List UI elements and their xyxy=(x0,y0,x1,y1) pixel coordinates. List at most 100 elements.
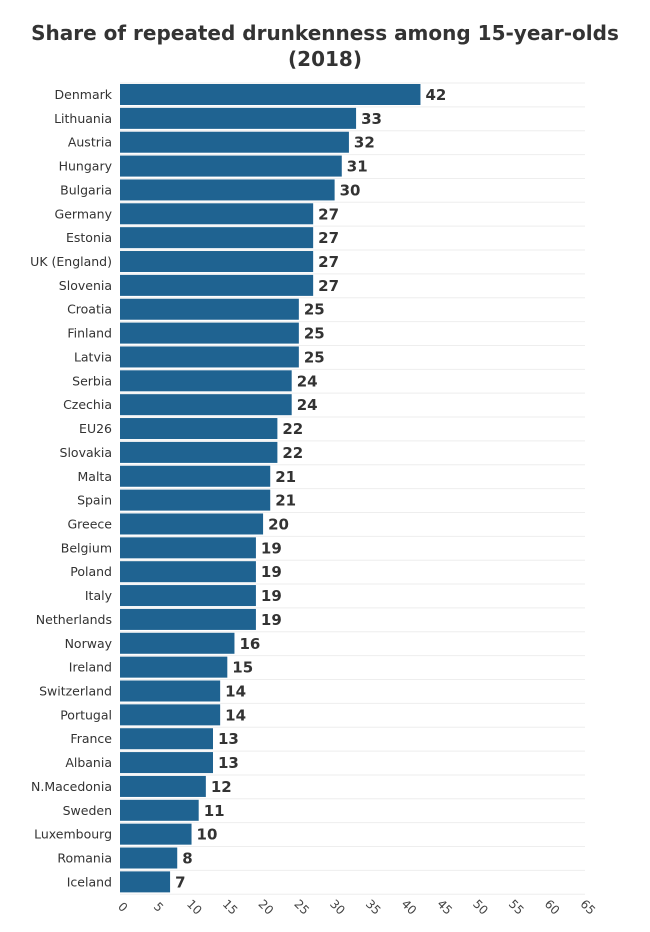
bar xyxy=(120,298,299,320)
bar xyxy=(120,775,206,797)
category-label: Lithuania xyxy=(54,111,112,126)
value-label: 42 xyxy=(425,86,446,104)
category-label: Portugal xyxy=(60,707,112,722)
category-label: Switzerland xyxy=(39,684,112,699)
category-label: UK (England) xyxy=(30,254,112,269)
bar xyxy=(120,513,264,535)
category-label: Serbia xyxy=(72,373,112,388)
value-label: 19 xyxy=(261,563,282,581)
value-label: 30 xyxy=(340,181,361,199)
value-label: 24 xyxy=(297,372,318,390)
bar xyxy=(120,656,228,678)
bar xyxy=(120,799,199,821)
category-label: Greece xyxy=(68,516,113,531)
category-label: Finland xyxy=(67,326,112,341)
category-label: Latvia xyxy=(74,349,112,364)
category-label: Luxembourg xyxy=(34,827,112,842)
value-label: 27 xyxy=(318,253,339,271)
bar xyxy=(120,561,256,583)
value-label: 14 xyxy=(225,683,246,701)
value-label: 13 xyxy=(218,754,239,772)
value-label: 25 xyxy=(304,325,325,343)
x-tick-label: 25 xyxy=(291,897,312,918)
value-label: 19 xyxy=(261,539,282,557)
bar xyxy=(120,322,299,344)
category-label: Denmark xyxy=(55,87,113,102)
category-label: Albania xyxy=(65,755,112,770)
bar xyxy=(120,847,178,869)
value-label: 24 xyxy=(297,396,318,414)
bar xyxy=(120,823,192,845)
category-label: Ireland xyxy=(69,660,112,675)
bar xyxy=(120,465,271,487)
value-label: 19 xyxy=(261,587,282,605)
value-label: 25 xyxy=(304,348,325,366)
x-tick-label: 20 xyxy=(256,897,277,918)
bar xyxy=(120,203,314,225)
bar xyxy=(120,441,278,463)
chart-title-line-2: (2018) xyxy=(288,47,362,71)
bar xyxy=(120,871,171,893)
bar xyxy=(120,585,256,607)
bar xyxy=(120,346,299,368)
category-label: EU26 xyxy=(79,421,112,436)
x-tick-label: 40 xyxy=(399,897,420,918)
category-label: Norway xyxy=(65,636,113,651)
category-label: Romania xyxy=(57,851,112,866)
value-label: 13 xyxy=(218,730,239,748)
x-tick-label: 30 xyxy=(327,897,348,918)
category-label: Netherlands xyxy=(36,612,112,627)
value-label: 11 xyxy=(204,802,225,820)
category-label: Sweden xyxy=(63,803,112,818)
value-label: 32 xyxy=(354,134,375,152)
value-label: 22 xyxy=(282,420,303,438)
category-label: Malta xyxy=(78,469,112,484)
x-tick-label: 50 xyxy=(470,897,491,918)
bar xyxy=(120,107,357,129)
x-tick-label: 15 xyxy=(220,897,241,918)
bar xyxy=(120,370,292,392)
x-tick-label: 35 xyxy=(363,897,384,918)
value-label: 27 xyxy=(318,205,339,223)
category-label: Slovenia xyxy=(59,278,112,293)
bar xyxy=(120,752,213,774)
category-label: Poland xyxy=(70,564,112,579)
value-label: 33 xyxy=(361,110,382,128)
bar xyxy=(120,537,256,559)
category-label: France xyxy=(70,731,112,746)
value-label: 22 xyxy=(282,444,303,462)
x-tick-label: 60 xyxy=(542,897,563,918)
category-label: Hungary xyxy=(59,159,113,174)
x-tick-label: 10 xyxy=(184,897,205,918)
bar xyxy=(120,131,349,153)
value-label: 31 xyxy=(347,158,368,176)
bar xyxy=(120,489,271,511)
bar xyxy=(120,274,314,296)
category-label: Slovakia xyxy=(60,445,112,460)
category-label: Bulgaria xyxy=(60,182,112,197)
category-label: Spain xyxy=(77,493,112,508)
bar xyxy=(120,155,342,177)
bar xyxy=(120,179,335,201)
bar xyxy=(120,418,278,440)
bar xyxy=(120,394,292,416)
value-label: 20 xyxy=(268,515,289,533)
chart-title: Share of repeated drunkenness among 15-y… xyxy=(0,20,650,72)
bar xyxy=(120,680,221,702)
category-label: Croatia xyxy=(67,302,112,317)
x-tick-label: 5 xyxy=(151,900,166,915)
category-label: Iceland xyxy=(67,874,112,889)
chart-title-line-1: Share of repeated drunkenness among 15-y… xyxy=(31,21,619,45)
x-tick-label: 45 xyxy=(434,897,455,918)
category-label: N.Macedonia xyxy=(31,779,112,794)
x-tick-label: 0 xyxy=(115,900,130,915)
value-label: 10 xyxy=(197,826,218,844)
value-label: 27 xyxy=(318,229,339,247)
value-label: 7 xyxy=(175,873,185,891)
bar xyxy=(120,704,221,726)
value-label: 16 xyxy=(239,635,260,653)
value-label: 19 xyxy=(261,611,282,629)
value-label: 8 xyxy=(182,850,192,868)
